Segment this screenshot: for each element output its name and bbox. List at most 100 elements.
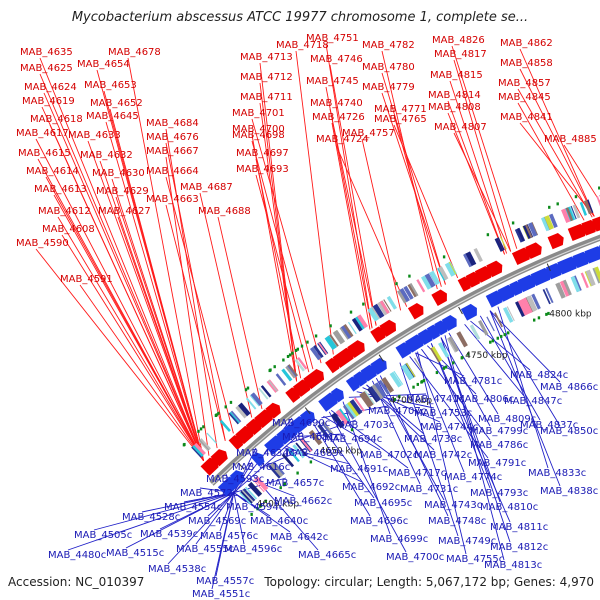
reverse-gene-label[interactable]: MAB_4866c	[540, 382, 598, 393]
reverse-gene-label[interactable]: MAB_4806c	[456, 394, 514, 405]
forward-gene-label[interactable]: MAB_4625	[20, 63, 73, 74]
forward-gene-label[interactable]: MAB_4697	[236, 148, 289, 159]
forward-gene-label[interactable]: MAB_4780	[362, 62, 415, 73]
forward-gene-label[interactable]: MAB_4688	[198, 206, 251, 217]
reverse-gene-label[interactable]: MAB_4640c	[250, 516, 308, 527]
forward-gene-label[interactable]: MAB_4654	[77, 59, 130, 70]
forward-gene-label[interactable]: MAB_4652	[90, 98, 143, 109]
reverse-gene-label[interactable]: MAB_4557c	[196, 576, 254, 587]
reverse-gene-label[interactable]: MAB_4748c	[428, 516, 486, 527]
reverse-gene-label[interactable]: MAB_4707c	[368, 406, 426, 417]
reverse-gene-label[interactable]: MAB_4616c	[232, 462, 290, 473]
reverse-gene-label[interactable]: MAB_4702c	[360, 450, 418, 461]
reverse-gene-label[interactable]: MAB_4576c	[200, 531, 258, 542]
forward-gene-label[interactable]: MAB_4615	[18, 148, 71, 159]
forward-gene-label[interactable]: MAB_4740	[310, 98, 363, 109]
forward-gene-label[interactable]: MAB_4779	[362, 82, 415, 93]
forward-gene-label[interactable]: MAB_4771	[374, 104, 427, 115]
forward-gene-label[interactable]: MAB_4765	[374, 114, 427, 125]
reverse-gene-label[interactable]: MAB_4642c	[270, 532, 328, 543]
forward-gene-label[interactable]: MAB_4712	[240, 72, 293, 83]
reverse-gene-label[interactable]: MAB_4538c	[148, 564, 206, 575]
forward-gene-label[interactable]: MAB_4624	[24, 82, 77, 93]
forward-gene-label[interactable]: MAB_4653	[84, 80, 137, 91]
forward-gene-label[interactable]: MAB_4713	[240, 52, 293, 63]
reverse-gene-label[interactable]: MAB_4695c	[354, 498, 412, 509]
reverse-gene-label[interactable]: MAB_4786c	[470, 440, 528, 451]
forward-gene-label[interactable]: MAB_4718	[276, 40, 329, 51]
forward-gene-label[interactable]: MAB_4700	[232, 124, 285, 135]
forward-gene-label[interactable]: MAB_4817	[434, 49, 487, 60]
reverse-gene-label[interactable]: MAB_4594c	[226, 502, 284, 513]
reverse-gene-label[interactable]: MAB_4774c	[444, 472, 502, 483]
forward-gene-label[interactable]: MAB_4814	[428, 90, 481, 101]
reverse-gene-label[interactable]: MAB_4812c	[490, 542, 548, 553]
reverse-gene-label[interactable]: MAB_4554c	[164, 502, 222, 513]
forward-gene-label[interactable]: MAB_4591	[60, 274, 113, 285]
forward-gene-label[interactable]: MAB_4782	[362, 40, 415, 51]
reverse-gene-label[interactable]: MAB_4837c	[520, 420, 578, 431]
reverse-gene-label[interactable]: MAB_4809c	[478, 414, 536, 425]
forward-gene-label[interactable]: MAB_4807	[434, 122, 487, 133]
forward-gene-label[interactable]: MAB_4619	[22, 96, 75, 107]
forward-gene-label[interactable]: MAB_4726	[312, 112, 365, 123]
reverse-gene-label[interactable]: MAB_4744c	[420, 422, 478, 433]
forward-gene-label[interactable]: MAB_4614	[26, 166, 79, 177]
reverse-gene-label[interactable]: MAB_4738c	[404, 434, 462, 445]
forward-gene-label[interactable]: MAB_4815	[430, 70, 483, 81]
reverse-gene-label[interactable]: MAB_4799c	[470, 426, 528, 437]
reverse-gene-label[interactable]: MAB_4813c	[484, 560, 542, 571]
reverse-gene-label[interactable]: MAB_4755c	[446, 554, 504, 565]
forward-gene-label[interactable]: MAB_4678	[108, 47, 161, 58]
forward-gene-label[interactable]: MAB_4845	[498, 92, 551, 103]
reverse-gene-label[interactable]: MAB_4480c	[48, 550, 106, 561]
forward-gene-label[interactable]: MAB_4664	[146, 166, 199, 177]
reverse-gene-label[interactable]: MAB_4703c	[336, 420, 394, 431]
forward-gene-label[interactable]: MAB_4635	[20, 47, 73, 58]
forward-gene-label[interactable]: MAB_4613	[34, 184, 87, 195]
reverse-gene-label[interactable]: MAB_4634c	[236, 448, 294, 459]
reverse-gene-label[interactable]: MAB_4692c	[342, 482, 400, 493]
forward-gene-label[interactable]: MAB_4633	[68, 130, 121, 141]
reverse-gene-label[interactable]: MAB_4699c	[370, 534, 428, 545]
forward-gene-label[interactable]: MAB_4629	[96, 186, 149, 197]
forward-gene-label[interactable]: MAB_4676	[146, 132, 199, 143]
reverse-gene-label[interactable]: MAB_4689c	[286, 448, 344, 459]
reverse-gene-label[interactable]: MAB_4793c	[470, 488, 528, 499]
reverse-gene-label[interactable]: MAB_4731c	[400, 484, 458, 495]
forward-gene-label[interactable]: MAB_4858	[500, 58, 553, 69]
reverse-gene-label[interactable]: MAB_4810c	[480, 502, 538, 513]
forward-gene-label[interactable]: MAB_4617	[16, 128, 69, 139]
forward-gene-label[interactable]: MAB_4841	[500, 112, 553, 123]
forward-gene-label[interactable]: MAB_4693	[236, 164, 289, 175]
reverse-gene-label[interactable]: MAB_4515c	[106, 548, 164, 559]
reverse-gene-label[interactable]: MAB_4690c	[272, 418, 330, 429]
reverse-gene-label[interactable]: MAB_4838c	[540, 486, 598, 497]
reverse-gene-label[interactable]: MAB_4791c	[468, 458, 526, 469]
reverse-gene-label[interactable]: MAB_4696c	[350, 516, 408, 527]
reverse-gene-label[interactable]: MAB_4662c	[274, 496, 332, 507]
reverse-gene-label[interactable]: MAB_4753c	[414, 408, 472, 419]
reverse-gene-label[interactable]: MAB_4555c	[176, 544, 234, 555]
forward-gene-label[interactable]: MAB_4608	[42, 224, 95, 235]
forward-gene-label[interactable]: MAB_4711	[240, 92, 293, 103]
reverse-gene-label[interactable]: MAB_4551c	[192, 589, 250, 600]
forward-gene-label[interactable]: MAB_4757	[342, 128, 395, 139]
forward-gene-label[interactable]: MAB_4630	[92, 168, 145, 179]
reverse-gene-label[interactable]: MAB_4505c	[74, 530, 132, 541]
reverse-gene-label[interactable]: MAB_4833c	[528, 468, 586, 479]
reverse-gene-label[interactable]: MAB_4528c	[122, 512, 180, 523]
reverse-gene-label[interactable]: MAB_4847c	[504, 396, 562, 407]
reverse-gene-label[interactable]: MAB_4593c	[206, 474, 264, 485]
reverse-gene-label[interactable]: MAB_4781c	[444, 376, 502, 387]
reverse-gene-label[interactable]: MAB_4691c	[330, 464, 388, 475]
forward-gene-label[interactable]: MAB_4667	[146, 146, 199, 157]
forward-gene-label[interactable]: MAB_4857	[498, 78, 551, 89]
reverse-gene-label[interactable]: MAB_4749c	[438, 536, 496, 547]
reverse-gene-label[interactable]: MAB_4596c	[224, 544, 282, 555]
reverse-gene-label[interactable]: MAB_4681c	[282, 432, 340, 443]
reverse-gene-label[interactable]: MAB_4657c	[266, 478, 324, 489]
reverse-gene-label[interactable]: MAB_4569c	[188, 516, 246, 527]
forward-gene-label[interactable]: MAB_4808	[428, 102, 481, 113]
forward-gene-label[interactable]: MAB_4745	[306, 76, 359, 87]
